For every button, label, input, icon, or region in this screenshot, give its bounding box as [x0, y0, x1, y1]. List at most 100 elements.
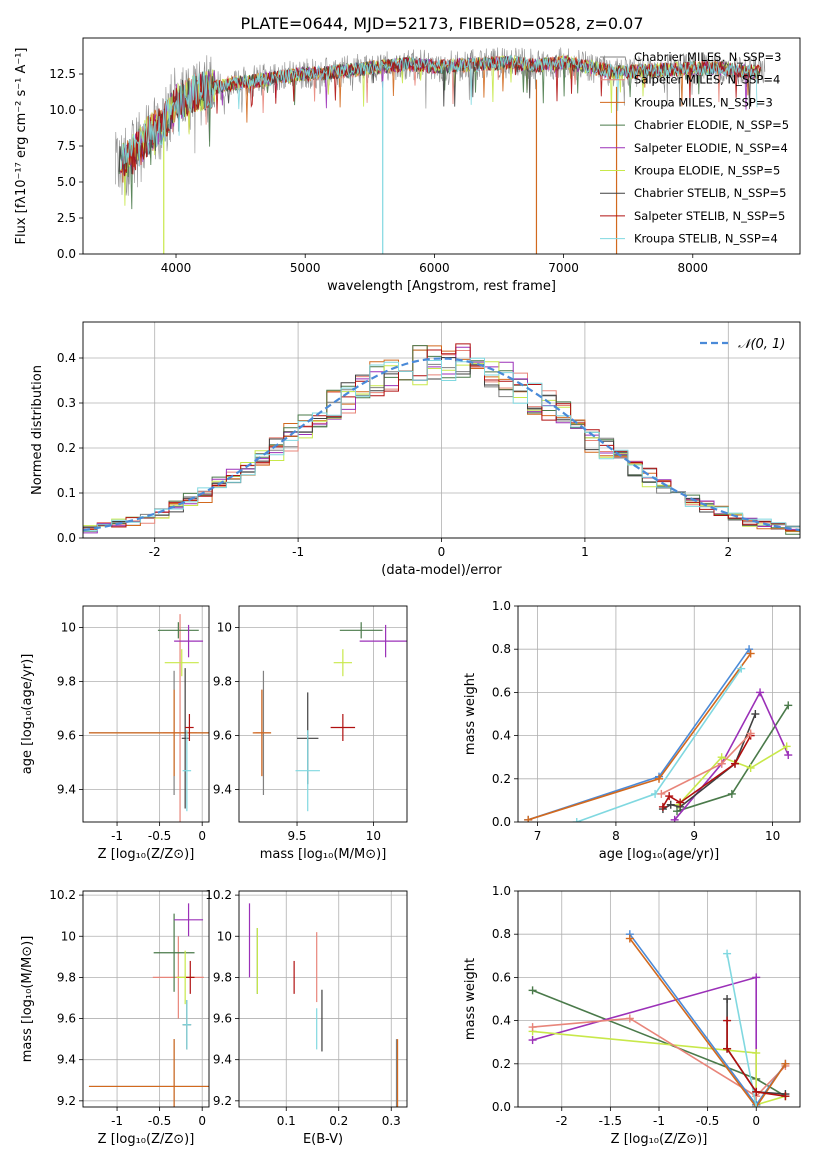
- x-tick-label: 0.2: [329, 1114, 348, 1128]
- plot-area: [252, 622, 407, 812]
- legend-label: Chabrier MILES, N_SSP=3: [634, 50, 781, 64]
- histogram-step: [83, 357, 800, 532]
- plus-marker: [655, 774, 663, 783]
- y-tick-label: 0.2: [492, 772, 511, 786]
- error-bar-point: [186, 960, 195, 994]
- plus-marker: [717, 759, 726, 768]
- y-tick-label: 9.6: [57, 729, 76, 743]
- weight-line: [726, 953, 757, 1107]
- y-tick-label: 9.2: [213, 1094, 232, 1108]
- y-tick-label: 10.2: [49, 888, 76, 902]
- axes-frame: [82, 605, 210, 823]
- plus-marker: [745, 645, 754, 654]
- plus-marker: [784, 751, 793, 760]
- y-tick-label: 0.6: [492, 970, 511, 984]
- plot-area: [88, 614, 209, 822]
- error-bar-point: [88, 1039, 209, 1107]
- axes-frame: [238, 605, 408, 823]
- legend-label: Chabrier STELIB, N_SSP=5: [634, 186, 786, 200]
- y-tick-label: 0.4: [492, 729, 511, 743]
- y-tick-label: 9.6: [213, 729, 232, 743]
- y-axis-label: mass [log₁₀(M/M⊙)]: [20, 936, 35, 1063]
- plus-marker: [737, 664, 746, 673]
- x-axis-label: wavelength [Angstrom, rest frame]: [327, 279, 556, 294]
- legend-label: Kroupa MILES, N_SSP=3: [634, 95, 773, 109]
- error-bar-point: [153, 913, 195, 992]
- x-tick-label: 9.5: [287, 829, 306, 843]
- plot-area: [528, 930, 790, 1107]
- x-tick-label: 10: [366, 829, 381, 843]
- x-tick-label: 9: [690, 829, 698, 843]
- panel-mass-vs-Z: -1 -0.5 0 9.2 9.4 9.6 9.8 10 10.2 Z [log₁₀(Z/Z⊙)]…: [20, 888, 210, 1147]
- x-tick-label: 0: [198, 829, 206, 843]
- weight-line: [629, 938, 787, 1107]
- y-tick-label: 5.0: [57, 175, 76, 189]
- gaussian-curve: [83, 357, 800, 532]
- spectrum-legend: Chabrier MILES, N_SSP=3 Salpeter MILES, N…: [600, 50, 789, 246]
- x-axis-label: E(B-V): [303, 1132, 343, 1147]
- plus-marker: [746, 764, 755, 772]
- plus-marker: [751, 710, 760, 718]
- y-tick-label: 0.8: [492, 642, 511, 656]
- plus-marker: [528, 1036, 537, 1045]
- axes-frame: [238, 890, 408, 1108]
- plot-area: [88, 903, 209, 1107]
- error-bar-point: [182, 1000, 192, 1050]
- error-bar-point: [185, 714, 194, 741]
- y-tick-label: 0.0: [492, 815, 511, 829]
- legend-label: Kroupa STELIB, N_SSP=4: [634, 232, 778, 246]
- axes-frame: [517, 605, 801, 823]
- error-bar-point: [333, 649, 353, 677]
- weight-line: [532, 976, 757, 1105]
- y-tick-label: 0.3: [57, 396, 76, 410]
- y-tick-label: 0.0: [492, 1100, 511, 1114]
- panel-weight-vs-Z: -2 -1.5 -1 -0.5 0 0.0 0.2 0.4 0.6 0.8 1.0 Z [log₁₀(…: [463, 884, 801, 1147]
- x-tick-label: -0.5: [148, 829, 171, 843]
- plus-marker: [572, 818, 581, 822]
- plus-marker: [723, 949, 732, 958]
- error-bar-point: [157, 622, 199, 639]
- y-tick-label: 9.8: [213, 675, 232, 689]
- weight-line: [726, 1020, 786, 1097]
- error-bar-point: [164, 649, 199, 677]
- y-axis-label: age [log₁₀(age/yr)]: [20, 654, 35, 775]
- weight-line: [527, 653, 752, 821]
- spectrum-series-line: [118, 54, 760, 177]
- x-tick-label: 4000: [161, 261, 192, 275]
- panel-age-vs-mass: 9.5 10 9.4 9.6 9.8 10 mass [log₁₀(M/M⊙)]: [213, 605, 408, 862]
- x-tick-label: -1.5: [599, 1114, 622, 1128]
- axes-frame: [82, 890, 210, 1108]
- error-bar-point: [174, 624, 204, 658]
- error-bar-point: [295, 730, 320, 812]
- plus-marker: [625, 1014, 634, 1023]
- x-tick-label: 10: [765, 829, 780, 843]
- x-tick-label: 5000: [290, 261, 321, 275]
- plus-marker: [723, 1016, 732, 1025]
- legend-label: Salpeter ELODIE, N_SSP=4: [634, 141, 788, 155]
- x-tick-label: 0: [752, 1114, 760, 1128]
- weight-line: [532, 1030, 786, 1106]
- legend-label: Chabrier ELODIE, N_SSP=5: [634, 118, 789, 132]
- plus-marker: [657, 789, 666, 798]
- y-tick-label: 0.4: [57, 351, 76, 365]
- legend-label: Salpeter STELIB, N_SSP=5: [634, 209, 785, 223]
- plus-marker: [781, 1092, 790, 1101]
- y-tick-label: 0.8: [492, 927, 511, 941]
- y-tick-label: 2.5: [57, 211, 76, 225]
- y-tick-label: 7.5: [57, 139, 76, 153]
- weight-line: [527, 648, 750, 821]
- error-bar-point: [339, 622, 383, 639]
- plus-marker: [746, 729, 755, 738]
- plot-area: [83, 343, 800, 535]
- x-axis-label: Z [log₁₀(Z/Z⊙)]: [98, 1132, 195, 1147]
- x-axis-label: Z [log₁₀(Z/Z⊙)]: [98, 847, 195, 862]
- plus-marker: [752, 1049, 761, 1057]
- y-tick-label: 9.4: [57, 1053, 76, 1067]
- plus-marker: [528, 1023, 537, 1032]
- x-axis-label: Z [log₁₀(Z/Z⊙)]: [611, 1132, 708, 1147]
- y-tick-label: 9.4: [213, 783, 232, 797]
- error-bar-point: [252, 689, 272, 777]
- y-tick-label: 10.2: [205, 888, 232, 902]
- plus-marker: [730, 759, 739, 768]
- y-tick-label: 10: [61, 621, 76, 635]
